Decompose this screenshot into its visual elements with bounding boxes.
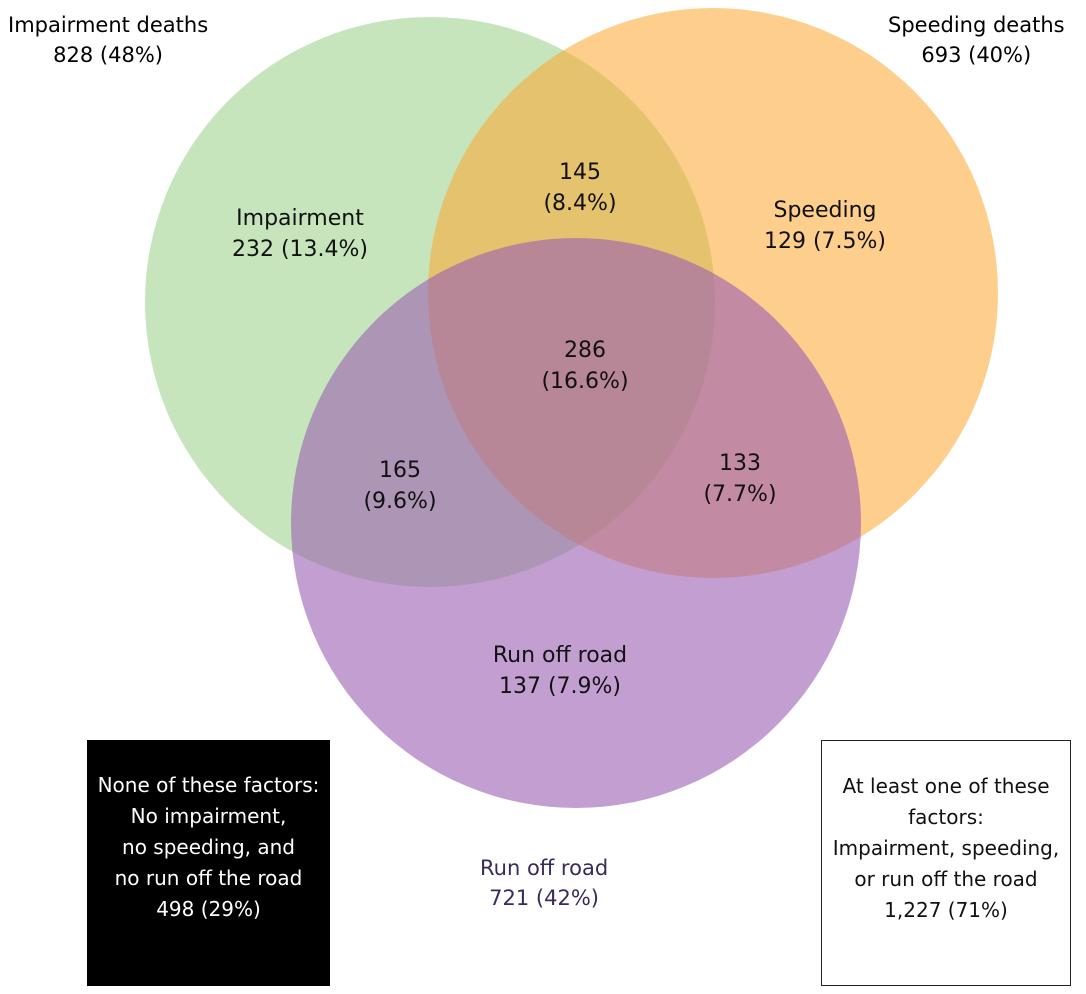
impairment-deaths-label: Impairment deaths 828 (48%) [8, 10, 208, 70]
any-box-total: 1,227 (71%) [884, 898, 1008, 922]
impairment-only-label: Impairment 232 (13.4%) [215, 203, 385, 265]
none-box-line4: no run off the road [114, 866, 303, 890]
impairment-only-value: 232 (13.4%) [231, 237, 369, 262]
run-off-road-total-title: Run off road [480, 856, 609, 880]
none-box-line1: None of these factors: [97, 773, 320, 797]
speeding-only-label: Speeding 129 (7.5%) [735, 195, 915, 257]
impairment-run-off-label: 165 (9.6%) [340, 455, 460, 517]
speeding-only-title: Speeding [773, 198, 877, 223]
any-box-line1: At least one of these [842, 774, 1050, 798]
run-off-only-value: 137 (7.9%) [498, 674, 622, 699]
none-of-factors-box: None of these factors: No impairment, no… [87, 740, 330, 986]
impairment-speeding-pct: (8.4%) [543, 191, 617, 216]
run-off-road-total-value: 721 (42%) [489, 886, 599, 910]
impairment-deaths-value: 828 (48%) [53, 43, 163, 67]
run-off-road-total-label: Run off road 721 (42%) [480, 853, 608, 913]
none-box-line3: no speeding, and [122, 835, 295, 859]
impairment-run-off-pct: (9.6%) [363, 489, 437, 514]
impairment-run-off-count: 165 [379, 458, 421, 483]
none-box-total: 498 (29%) [156, 897, 261, 921]
impairment-only-title: Impairment [236, 206, 364, 231]
speeding-deaths-label: Speeding deaths 693 (40%) [888, 10, 1065, 70]
all-three-label: 286 (16.6%) [515, 335, 655, 397]
run-off-only-title: Run off road [492, 643, 628, 668]
any-box-line4: or run off the road [854, 867, 1038, 891]
speeding-run-off-count: 133 [719, 451, 761, 476]
speeding-only-value: 129 (7.5%) [763, 229, 887, 254]
any-box-line3: Impairment, speeding, [832, 836, 1060, 860]
speeding-run-off-pct: (7.7%) [703, 482, 777, 507]
speeding-deaths-value: 693 (40%) [921, 43, 1032, 67]
none-box-line2: No impairment, [130, 804, 287, 828]
impairment-speeding-label: 145 (8.4%) [520, 157, 640, 219]
all-three-pct: (16.6%) [541, 369, 629, 394]
run-off-only-label: Run off road 137 (7.9%) [470, 640, 650, 702]
at-least-one-factor-box: At least one of these factors: Impairmen… [821, 740, 1071, 986]
run-off-road-circle [291, 238, 861, 808]
speeding-deaths-title: Speeding deaths [888, 13, 1065, 37]
speeding-run-off-label: 133 (7.7%) [680, 448, 800, 510]
impairment-speeding-count: 145 [559, 160, 601, 185]
any-box-line2: factors: [908, 805, 984, 829]
all-three-count: 286 [564, 338, 606, 363]
impairment-deaths-title: Impairment deaths [8, 13, 209, 37]
